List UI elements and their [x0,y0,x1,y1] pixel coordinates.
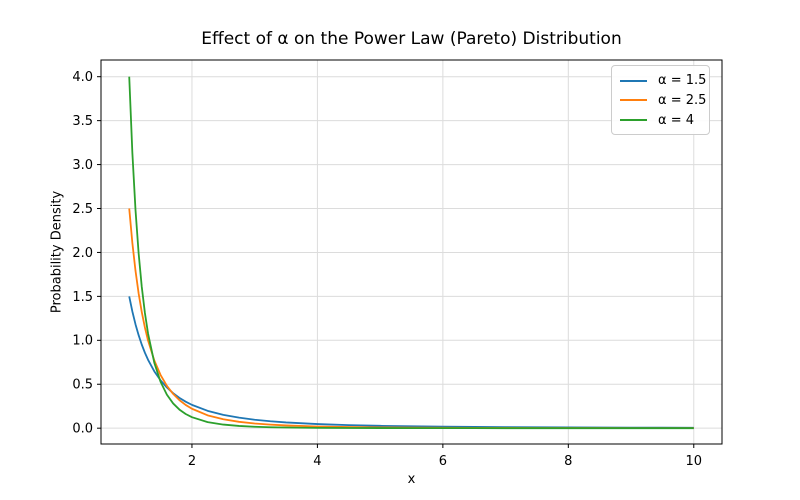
x-tick-label: 6 [439,454,447,469]
legend: α = 1.5 α = 2.5 α = 4 [611,65,710,135]
y-tick-label: 1.5 [72,290,93,305]
legend-item: α = 2.5 [620,91,706,110]
y-tick-label: 2.0 [72,246,93,261]
legend-item: α = 1.5 [620,71,706,90]
legend-line-swatch [620,119,647,122]
legend-item: α = 4 [620,111,701,130]
series-line [128,296,694,429]
x-tick-label: 2 [188,454,196,469]
legend-label: α = 2.5 [658,92,707,108]
y-tick-label: 4.0 [72,70,93,85]
y-tick-label: 3.5 [72,114,93,129]
series-line [128,208,694,430]
legend-line-swatch [620,99,647,102]
x-tick-label: 4 [313,454,321,469]
y-tick-label: 0.0 [72,422,93,437]
y-tick-label: 0.5 [72,378,93,393]
x-tick-label: 8 [564,454,572,469]
series-line [128,76,694,430]
x-axis-label: x [407,472,416,487]
x-tick-label: 10 [685,454,702,469]
chart-title: Effect of α on the Power Law (Pareto) Di… [201,29,622,49]
y-tick-label: 1.0 [72,334,93,349]
y-tick-label: 3.0 [72,158,93,173]
legend-label: α = 4 [658,112,694,128]
legend-label: α = 1.5 [658,73,707,89]
legend-line-swatch [620,79,647,82]
y-tick-label: 2.5 [72,202,93,217]
